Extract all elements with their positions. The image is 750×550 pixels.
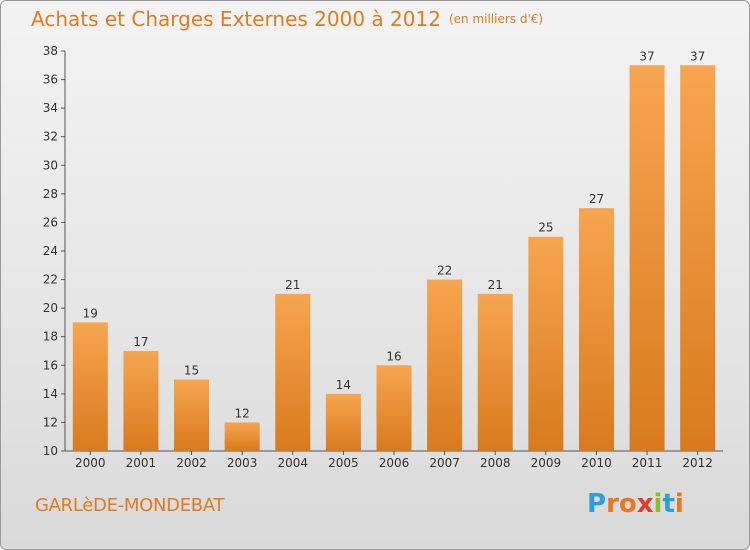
bar	[224, 422, 260, 451]
y-tick-label: 30	[43, 158, 58, 172]
y-tick-label: 26	[43, 215, 58, 229]
bar-value-label: 25	[538, 221, 553, 235]
y-tick-label: 24	[43, 244, 58, 258]
bar-value-label: 37	[639, 49, 654, 63]
y-tick-label: 18	[43, 330, 58, 344]
bar	[123, 351, 159, 451]
y-tick-label: 36	[43, 73, 58, 87]
bar	[477, 293, 513, 451]
bar	[578, 208, 614, 451]
bar-value-label: 21	[488, 278, 503, 292]
bar-value-label: 19	[83, 306, 98, 320]
y-tick-label: 28	[43, 187, 58, 201]
y-tick-label: 16	[43, 358, 58, 372]
bar-value-label: 14	[336, 378, 351, 392]
x-tick-label: 2000	[75, 456, 106, 470]
bar	[528, 236, 564, 451]
bar	[680, 65, 716, 452]
bar	[325, 393, 361, 451]
logo-letter: o	[618, 489, 637, 519]
x-tick-label: 2010	[581, 456, 612, 470]
x-tick-label: 2003	[227, 456, 258, 470]
bar	[72, 322, 108, 451]
logo-letter: i	[653, 489, 663, 519]
bar-value-label: 27	[589, 192, 604, 206]
bar	[629, 65, 665, 452]
bar	[275, 293, 311, 451]
logo-letter: t	[662, 489, 675, 519]
y-tick-label: 14	[43, 387, 58, 401]
logo-letter: x	[636, 489, 654, 519]
y-tick-label: 12	[43, 415, 58, 429]
x-tick-label: 2011	[632, 456, 663, 470]
bar-value-label: 22	[437, 264, 452, 278]
x-tick-label: 2002	[176, 456, 207, 470]
x-tick-label: 2006	[379, 456, 410, 470]
y-tick-label: 22	[43, 273, 58, 287]
bar	[174, 379, 210, 451]
bar-value-label: 17	[133, 335, 148, 349]
bar	[427, 279, 463, 451]
logo-letter: i	[674, 489, 684, 519]
x-tick-label: 2005	[328, 456, 359, 470]
x-tick-label: 2004	[277, 456, 308, 470]
x-tick-label: 2008	[480, 456, 511, 470]
proxiti-logo: Proxiti	[587, 489, 684, 519]
y-tick-label: 34	[43, 101, 58, 115]
bar-value-label: 12	[235, 406, 250, 420]
y-tick-label: 38	[43, 44, 58, 58]
x-tick-label: 2012	[682, 456, 713, 470]
y-tick-label: 20	[43, 301, 58, 315]
commune-name: GARLèDE-MONDEBAT	[35, 495, 225, 516]
x-tick-label: 2009	[531, 456, 562, 470]
bar-value-label: 15	[184, 364, 199, 378]
bar-value-label: 16	[386, 349, 401, 363]
y-tick-label: 10	[43, 444, 58, 458]
y-tick-label: 32	[43, 130, 58, 144]
logo-letter: P	[587, 489, 607, 519]
bar	[376, 365, 412, 451]
bar-value-label: 21	[285, 278, 300, 292]
chart-subtitle: (en milliers d'€)	[448, 12, 544, 26]
bar-value-label: 37	[690, 49, 705, 63]
chart-title: Achats et Charges Externes 2000 à 2012 (e…	[31, 7, 543, 31]
logo-letter: r	[606, 489, 619, 519]
chart-title-text: Achats et Charges Externes 2000 à 2012	[31, 7, 441, 31]
x-tick-label: 2001	[126, 456, 157, 470]
x-tick-label: 2007	[429, 456, 460, 470]
